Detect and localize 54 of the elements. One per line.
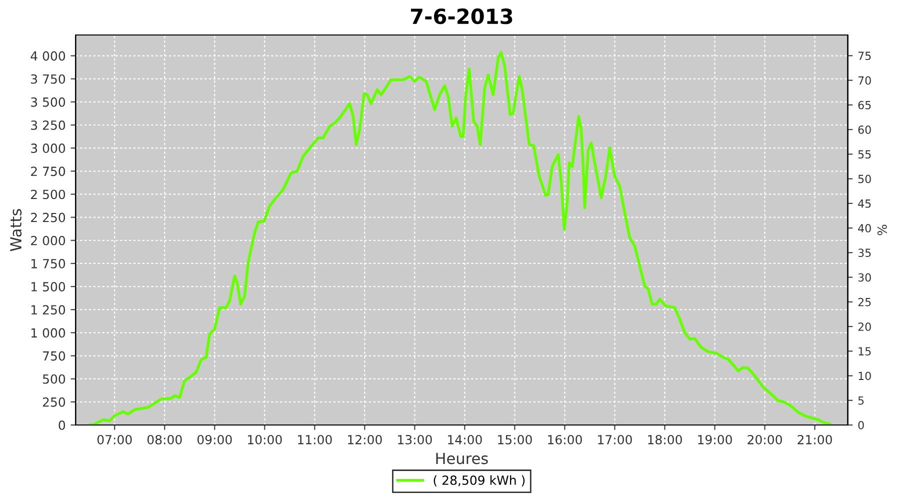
y-tick-label: 1 250: [31, 305, 66, 315]
y-tick-label: 3 500: [31, 97, 66, 107]
x-tick-label: 16:00: [548, 434, 582, 444]
legend-label: ( 28,509 kWh ): [434, 475, 525, 486]
y2-tick-label: 50: [858, 174, 871, 184]
x-tick-label: 09:00: [197, 434, 232, 444]
x-tick-label: 13:00: [398, 434, 432, 444]
y2-axis-title: %: [877, 224, 887, 236]
y2-tick-label: 35: [858, 248, 871, 258]
y-tick-label: 500: [42, 374, 66, 384]
y2-tick-label: 20: [858, 322, 871, 331]
y2-tick-label: 10: [858, 372, 871, 380]
y-tick-label: 0: [58, 420, 66, 430]
line-series: [88, 51, 832, 425]
x-tick-label: 21:00: [798, 434, 832, 444]
x-tick-label: 20:00: [748, 434, 782, 444]
y-tick-label: 1 000: [31, 328, 66, 338]
y2-tick-label: 65: [858, 100, 871, 110]
y2-tick-label: 40: [858, 224, 871, 232]
x-tick-label: 17:00: [598, 434, 632, 444]
y-axis-title: Watts: [10, 209, 22, 252]
y-tick-label: 750: [43, 351, 66, 361]
x-tick-label: 12:00: [348, 434, 382, 444]
x-tick-label: 18:00: [648, 434, 682, 444]
y2-tick-label: 55: [858, 150, 871, 159]
x-tick-label: 07:00: [97, 434, 132, 444]
x-tick-label: 15:00: [498, 434, 532, 444]
y2-tick-label: 30: [858, 273, 871, 282]
y-tick-label: 1 750: [31, 258, 66, 268]
chart-title: 7-6-2013: [410, 8, 512, 24]
y-tick-label: 250: [42, 397, 66, 407]
y-tick-label: 2 000: [31, 236, 66, 246]
x-tick-label: 11:00: [298, 434, 332, 444]
y2-tick-label: 5: [858, 396, 864, 405]
y-tick-label: 3 000: [31, 144, 66, 154]
x-tick-label: 19:00: [698, 434, 732, 444]
y2-tick-label: 25: [858, 298, 871, 306]
y-tick-label: 3 250: [31, 120, 66, 130]
y-tick-label: 4 000: [30, 51, 66, 61]
x-axis-title: Heures: [436, 452, 488, 464]
y2-tick-label: 60: [858, 126, 871, 134]
x-tick-label: 08:00: [147, 434, 182, 444]
y-tick-label: 2 250: [31, 212, 66, 222]
x-tick-label: 10:00: [248, 434, 282, 444]
y2-tick-label: 75: [858, 52, 871, 60]
y2-tick-label: 15: [858, 347, 871, 356]
y2-tick-label: 45: [858, 200, 871, 208]
y-tick-label: 2 750: [31, 166, 66, 176]
x-tick-label: 14:00: [448, 434, 482, 444]
y-tick-label: 3 750: [31, 74, 66, 84]
y-tick-label: 1 500: [31, 282, 66, 292]
y-tick-label: 2 500: [31, 190, 66, 200]
y2-tick-label: 0: [858, 420, 864, 430]
y2-tick-label: 70: [858, 76, 871, 85]
